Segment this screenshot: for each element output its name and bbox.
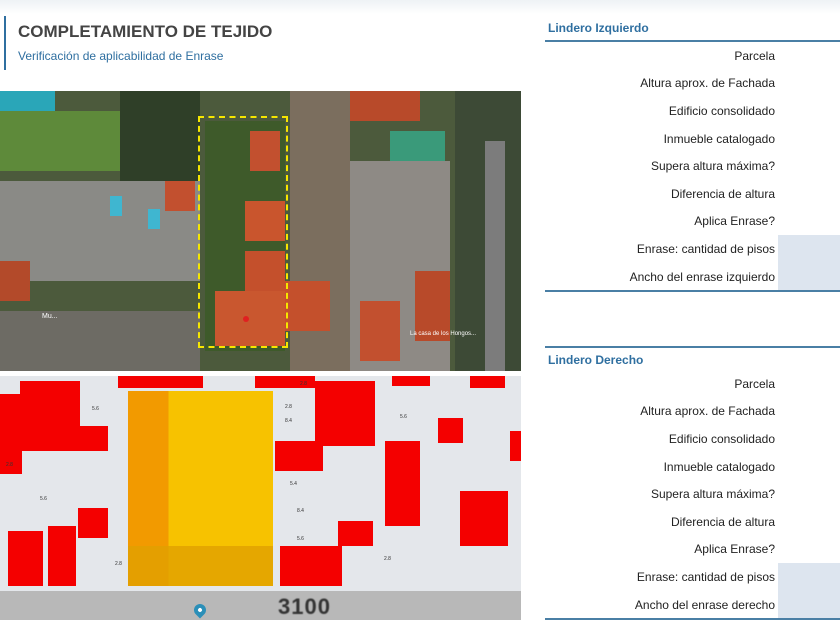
field-row: Enrase: cantidad de pisos [545, 563, 840, 591]
field-label: Inmueble catalogado [663, 131, 775, 146]
location-marker-icon [243, 316, 249, 322]
field-label: Enrase: cantidad de pisos [636, 241, 775, 256]
map-label: La casa de los Hongos... [410, 331, 477, 337]
field-value-cell[interactable] [778, 563, 840, 591]
field-row: Ancho del enrase derecho [545, 590, 840, 619]
section-title: Lindero Derecho [548, 353, 644, 367]
field-row: Aplica Enrase? [545, 536, 840, 564]
building-block [280, 546, 342, 586]
field-label: Aplica Enrase? [694, 214, 775, 229]
building-block [48, 526, 76, 586]
height-label: 2.8 [384, 556, 391, 562]
field-value-cell[interactable] [778, 590, 840, 619]
field-row: Edificio consolidado [545, 425, 840, 453]
field-label: Diferencia de altura [670, 514, 775, 529]
street-strip [0, 591, 521, 620]
height-label: 5.6 [92, 406, 99, 412]
field-row: Altura aprox. de Fachada [545, 70, 840, 98]
title-accent-bar [4, 16, 6, 70]
height-label: 8.4 [297, 508, 304, 514]
building-block [315, 381, 375, 446]
field-row: Parcela [545, 42, 840, 70]
lindero-derecho-panel: Lindero Derecho Parcela Altura aprox. de … [545, 346, 840, 621]
field-row: Inmueble catalogado [545, 125, 840, 153]
street-number: 3100 [278, 594, 331, 619]
field-row: Edificio consolidado [545, 97, 840, 125]
page-title: COMPLETAMIENTO DE TEJIDO [18, 22, 273, 41]
building-block [20, 381, 80, 451]
field-label: Parcela [734, 48, 775, 63]
field-label: Supera altura máxima? [650, 159, 775, 174]
field-row: Diferencia de altura [545, 180, 840, 208]
building-block [80, 426, 108, 451]
field-label: Edificio consolidado [668, 103, 775, 118]
field-row: Ancho del enrase izquierdo [545, 262, 840, 291]
field-label: Edificio consolidado [668, 431, 775, 446]
building-block [385, 441, 420, 526]
field-label: Altura aprox. de Fachada [640, 404, 775, 419]
section-title: Lindero Izquierdo [545, 21, 840, 42]
height-label: 2.8 [115, 561, 122, 567]
field-row: Parcela [545, 370, 840, 398]
subject-building-shadow [128, 546, 273, 586]
field-row: Inmueble catalogado [545, 453, 840, 481]
field-label: Parcela [734, 376, 775, 391]
height-label: 5.6 [40, 496, 47, 502]
building-block [510, 431, 521, 461]
height-label: 5.4 [290, 481, 297, 487]
field-label: Ancho del enrase derecho [634, 597, 775, 612]
height-label: 8.4 [285, 418, 292, 424]
page-subtitle: Verificación de aplicabilidad de Enrase [18, 49, 224, 63]
field-label: Enrase: cantidad de pisos [636, 569, 775, 584]
field-row: Supera altura máxima? [545, 152, 840, 180]
building-block [460, 491, 508, 546]
height-label: 5.6 [297, 536, 304, 542]
building-block [8, 531, 43, 586]
field-label: Diferencia de altura [670, 186, 775, 201]
lindero-izquierdo-panel: Lindero Izquierdo Parcela Altura aprox. d… [545, 21, 840, 293]
field-row: Enrase: cantidad de pisos [545, 235, 840, 263]
building-block [78, 508, 108, 538]
building-block [392, 376, 430, 386]
building-block [275, 441, 323, 471]
building-block [118, 376, 203, 388]
aerial-photo: Mu... La casa de los Hongos... [0, 91, 521, 371]
field-value-cell[interactable] [778, 235, 840, 263]
field-row: Supera altura máxima? [545, 480, 840, 508]
field-label: Ancho del enrase izquierdo [629, 269, 775, 284]
map-label: Mu... [42, 313, 58, 320]
height-label: 2.8 [6, 462, 13, 468]
building-block [338, 521, 373, 546]
building-block [438, 418, 463, 443]
height-label: 2.8 [300, 381, 307, 387]
building-block [255, 376, 315, 388]
field-value-cell[interactable] [778, 262, 840, 291]
field-row: Aplica Enrase? [545, 208, 840, 236]
field-label: Altura aprox. de Fachada [640, 76, 775, 91]
field-row: Altura aprox. de Fachada [545, 398, 840, 426]
field-label: Inmueble catalogado [663, 459, 775, 474]
field-label: Aplica Enrase? [694, 542, 775, 557]
height-label: 2.8 [285, 404, 292, 410]
height-label: 5.6 [400, 414, 407, 420]
top-fade [0, 0, 840, 14]
3d-building-map: 5.6 2.8 5.6 8.4 2.8 5.6 2.8 5.4 8.4 5.6 … [0, 376, 521, 591]
field-row: Diferencia de altura [545, 508, 840, 536]
field-label: Supera altura máxima? [650, 487, 775, 502]
building-block [470, 376, 505, 388]
building-block [0, 394, 22, 474]
